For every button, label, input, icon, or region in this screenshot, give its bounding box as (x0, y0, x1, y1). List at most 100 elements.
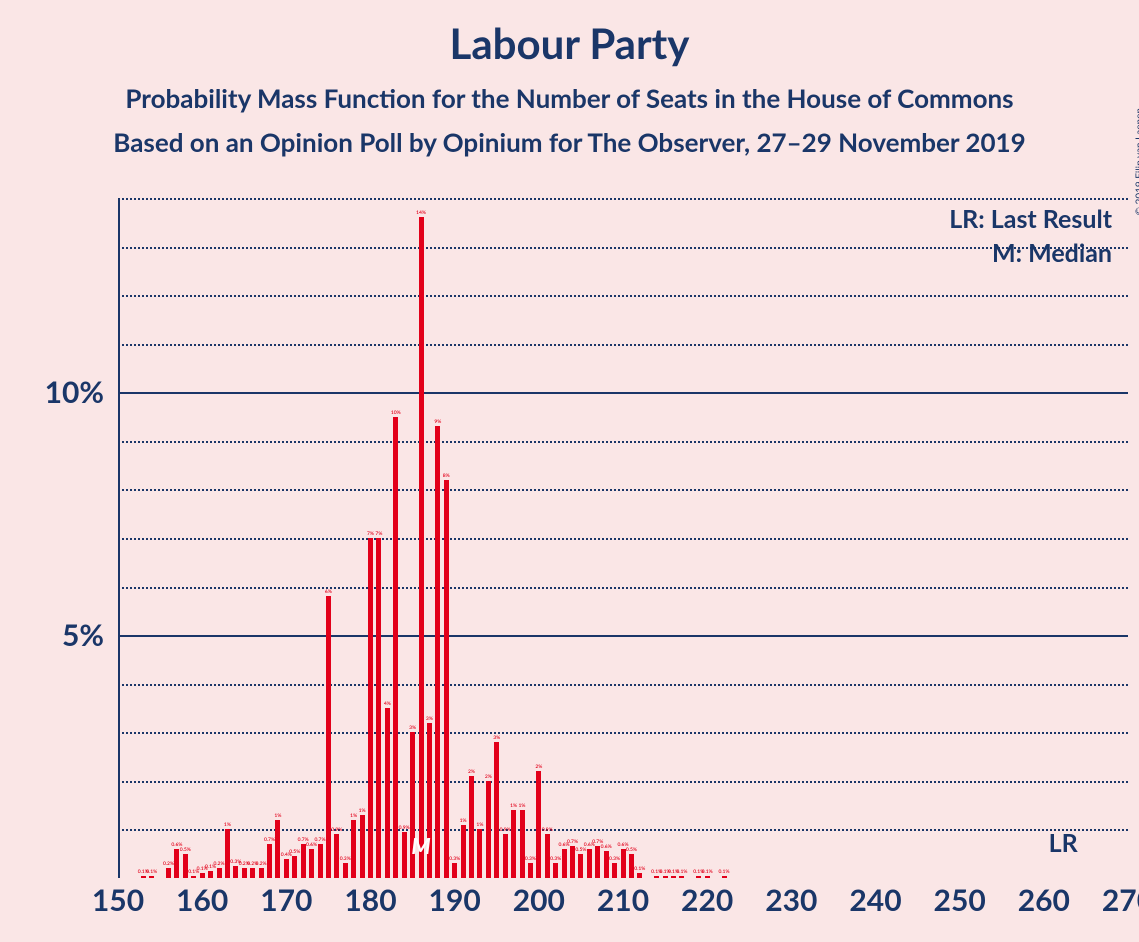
bar (469, 776, 474, 878)
grid-major (118, 635, 1128, 637)
bar-value-label: 7% (367, 531, 374, 537)
bar-value-label: 3% (426, 716, 433, 722)
x-tick-label: 240 (849, 882, 901, 918)
bar-value-label: 0.9% (542, 827, 553, 833)
bar-value-label: 0.1% (634, 866, 645, 872)
bar (376, 538, 381, 878)
bar-value-label: 1% (274, 813, 281, 819)
bar (570, 846, 575, 878)
bar-value-label: 14% (416, 210, 426, 216)
bar (477, 829, 482, 878)
bar-value-label: 8% (443, 473, 450, 479)
bar-value-label: 0.9% (399, 825, 410, 831)
bar (360, 815, 365, 878)
grid-minor (118, 247, 1128, 249)
bar-value-label: 7% (375, 531, 382, 537)
x-tick-label: 230 (765, 882, 817, 918)
bar (242, 868, 247, 878)
bar (284, 859, 289, 878)
bar (343, 863, 348, 878)
bar (621, 849, 626, 878)
bar (705, 876, 710, 878)
bar (275, 820, 280, 878)
chart-subtitle-2: Based on an Opinion Poll by Opinium for … (0, 126, 1139, 158)
bar (587, 849, 592, 878)
x-tick-label: 180 (344, 882, 396, 918)
bar-value-label: 0.3% (449, 856, 460, 862)
bar (595, 846, 600, 878)
chart-title: Labour Party (0, 18, 1139, 68)
bar (225, 829, 230, 878)
bar (267, 844, 272, 878)
bar-value-label: 9% (434, 419, 441, 425)
bar (309, 849, 314, 878)
bar (663, 876, 668, 878)
y-tick-label: 10% (45, 374, 104, 410)
bar-value-label: 0.5% (626, 847, 637, 853)
bar-value-label: 1% (350, 813, 357, 819)
lr-marker: LR (1049, 828, 1078, 858)
x-tick-label: 220 (681, 882, 733, 918)
bar (250, 868, 255, 878)
grid-minor (118, 295, 1128, 297)
x-tick-label: 270 (1102, 882, 1139, 918)
pmf-chart: LR: Last Result M: Median 5%10%150160170… (118, 198, 1128, 878)
x-tick-label: 250 (934, 882, 986, 918)
bar-value-label: 0.2% (256, 861, 267, 867)
bar (452, 863, 457, 878)
bar-value-label: 0.1% (676, 869, 687, 875)
bar (368, 538, 373, 878)
bar-value-label: 0.3% (525, 856, 536, 862)
bar (494, 742, 499, 878)
bar (385, 708, 390, 878)
bar-value-label: 0.2% (213, 861, 224, 867)
bar-value-label: 2% (485, 774, 492, 780)
bar (562, 849, 567, 878)
grid-minor (118, 732, 1128, 734)
bar-value-label: 1% (519, 803, 526, 809)
bar (696, 876, 701, 878)
bar-value-label: 0.7% (264, 837, 275, 843)
bar (679, 876, 684, 878)
bar (402, 832, 407, 878)
bar-value-label: 10% (391, 410, 401, 416)
bar-value-label: 1% (224, 822, 231, 828)
bar-value-label: 0.6% (601, 844, 612, 850)
bar (326, 596, 331, 878)
bar (612, 863, 617, 878)
bar (528, 863, 533, 878)
bar-value-label: 0.1% (702, 869, 713, 875)
bar (200, 873, 205, 878)
bar (318, 844, 323, 878)
bar (149, 876, 154, 878)
grid-minor (118, 489, 1128, 491)
bar (217, 868, 222, 878)
bar (419, 217, 424, 878)
credit-text: © 2019 Filip van Laenen (1133, 108, 1139, 215)
bar (511, 810, 516, 878)
bar (183, 854, 188, 878)
bar (259, 868, 264, 878)
x-tick-label: 160 (176, 882, 228, 918)
legend-lr: LR: Last Result (949, 204, 1112, 234)
grid-major (118, 392, 1128, 394)
x-tick-label: 260 (1018, 882, 1070, 918)
grid-minor (118, 781, 1128, 783)
bar (166, 868, 171, 878)
bar-value-label: 0.3% (340, 856, 351, 862)
bar (233, 866, 238, 878)
bar-value-label: 1% (359, 808, 366, 814)
grid-minor (118, 538, 1128, 540)
bar (671, 876, 676, 878)
legend-m: M: Median (992, 238, 1112, 268)
bar-value-label: 0.5% (289, 849, 300, 855)
bar (174, 849, 179, 878)
bar (629, 854, 634, 878)
bar-value-label: 0.3% (609, 856, 620, 862)
grid-minor (118, 684, 1128, 686)
x-tick-label: 190 (429, 882, 481, 918)
bar (722, 876, 727, 878)
bar-value-label: 0.2% (163, 861, 174, 867)
bar-value-label: 0.7% (567, 839, 578, 845)
bar (191, 876, 196, 878)
